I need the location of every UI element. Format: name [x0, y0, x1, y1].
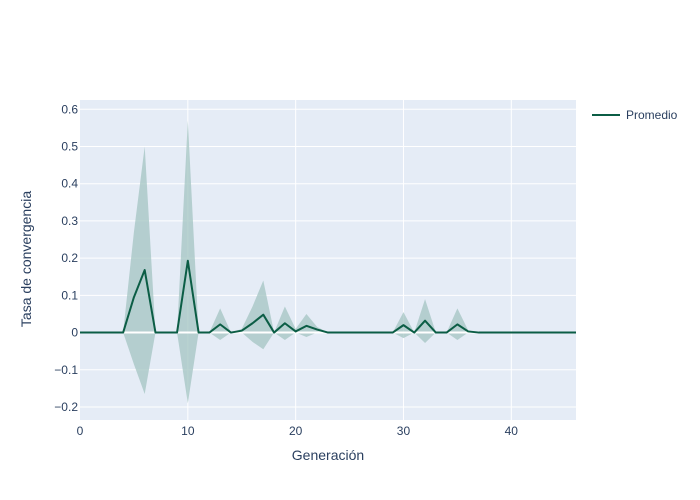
x-tick-label: 10 — [181, 424, 195, 438]
y-tick-label: 0.4 — [61, 177, 78, 191]
y-tick-label: −0.2 — [54, 400, 78, 414]
x-tick-label: 0 — [77, 424, 84, 438]
y-tick-label: 0.5 — [61, 140, 78, 154]
y-tick-label: 0.1 — [61, 288, 78, 302]
y-tick-label: 0.6 — [61, 102, 78, 116]
y-tick-label: 0.3 — [61, 214, 78, 228]
y-tick-label: −0.1 — [54, 363, 78, 377]
mean-series-line — [80, 259, 576, 334]
x-tick-label: 40 — [505, 424, 519, 438]
x-axis-title: Generación — [292, 447, 364, 463]
y-axis-ticks: −0.2 −0.1 0 0.1 0.2 0.3 0.4 0.5 0.6 — [54, 102, 78, 414]
y-tick-label: 0.2 — [61, 251, 78, 265]
legend[interactable]: Promedio — [592, 108, 678, 122]
x-axis-ticks: 0 10 20 30 40 — [77, 424, 519, 438]
y-gridlines — [80, 108, 576, 408]
legend-label: Promedio — [626, 108, 678, 122]
x-tick-label: 20 — [289, 424, 303, 438]
x-tick-label: 30 — [397, 424, 411, 438]
y-tick-label: 0 — [71, 326, 78, 340]
plot-area — [80, 100, 576, 420]
y-axis-title: Tasa de convergencia — [18, 191, 34, 327]
